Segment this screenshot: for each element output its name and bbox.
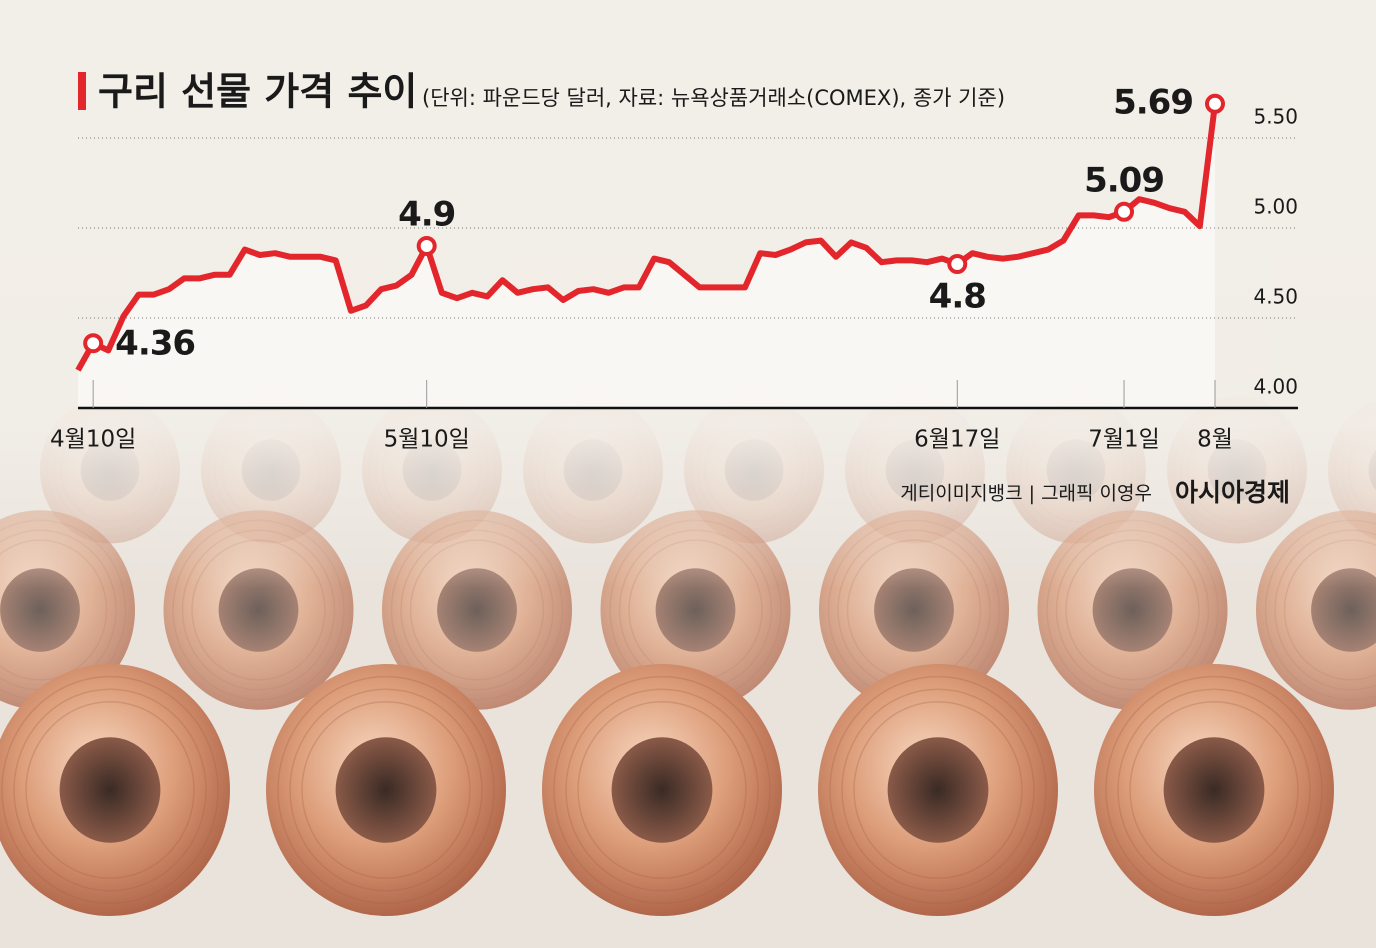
y-tick-label: 4.00	[1253, 375, 1298, 399]
source: 게티이미지뱅크 | 그래픽 이영우	[900, 483, 1152, 505]
point-marker	[416, 236, 437, 256]
area	[78, 103, 1215, 409]
line	[75, 103, 1218, 372]
data-label: 4.8	[929, 277, 986, 317]
x-tick-label: 6월17일	[914, 427, 1000, 453]
data-label: 4.9	[398, 195, 455, 235]
chart-subtitle: (단위: 파운드당 달러, 자료: 뉴욕상품거래소(COMEX), 종가 기준)	[422, 86, 1005, 110]
point-marker	[83, 333, 104, 354]
point-marker	[947, 254, 968, 274]
point-marker	[1114, 201, 1135, 222]
y-tick-label: 4.50	[1253, 285, 1298, 309]
data-label: 4.36	[115, 324, 195, 364]
data-label: 5.09	[1084, 160, 1164, 200]
data-label: 5.69	[1113, 82, 1193, 122]
y-tick-label: 5.50	[1253, 105, 1298, 129]
chart-title: 구리 선물 가격 추이	[98, 70, 417, 114]
title-bar	[78, 72, 86, 110]
brand: 아시아경제	[1175, 478, 1290, 507]
point-marker	[1205, 93, 1225, 114]
chart: 구리 선물 가격 추이 (단위: 파운드당 달러, 자료: 뉴욕상품거래소(CO…	[50, 70, 1298, 507]
x-tick-label: 8월	[1197, 427, 1233, 453]
y-tick-label: 5.00	[1253, 195, 1298, 219]
x-tick-label: 4월10일	[50, 427, 136, 453]
x-tick-label: 7월1일	[1088, 427, 1160, 453]
x-tick-label: 5월10일	[384, 427, 470, 453]
